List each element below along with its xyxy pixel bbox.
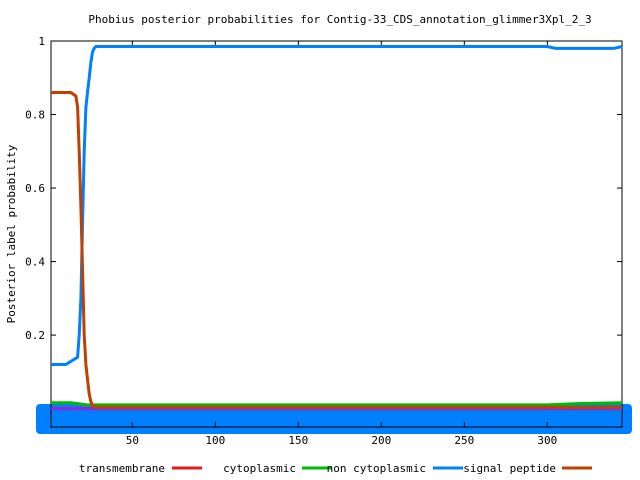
x-tick-label: 100 (205, 434, 225, 447)
x-tick-label: 150 (288, 434, 308, 447)
y-tick-label: 1 (38, 35, 45, 48)
x-tick-label: 200 (371, 434, 391, 447)
legend-label: non cytoplasmic (327, 462, 426, 475)
y-tick-label: 0.6 (25, 182, 45, 195)
legend-label: cytoplasmic (223, 462, 296, 475)
x-tick-label: 250 (454, 434, 474, 447)
y-tick-label: 0.2 (25, 329, 45, 342)
y-tick-label: 0.4 (25, 256, 45, 269)
x-ticks: 50 100 150 200 250 300 (126, 41, 557, 447)
legend-label: signal peptide (463, 462, 556, 475)
series-layer (51, 45, 623, 411)
series-line-non-cytoplasmic (51, 401, 623, 407)
series-line-signal-peptide (51, 91, 623, 409)
y-ticks: 0.2 0.4 0.6 0.8 1 (25, 35, 622, 342)
legend-label: transmembrane (79, 462, 165, 475)
y-axis-label: Posterior label probability (5, 144, 18, 323)
x-tick-label: 50 (126, 434, 139, 447)
y-tick-label: 0.8 (25, 109, 45, 122)
plot-frame (50, 40, 623, 428)
series-line-signal-peptide (51, 45, 623, 366)
legend: transmembrane cytoplasmic non cytoplasmic s… (79, 462, 592, 475)
chart-title: Phobius posterior probabilities for Cont… (88, 13, 591, 26)
x-tick-label: 300 (537, 434, 557, 447)
